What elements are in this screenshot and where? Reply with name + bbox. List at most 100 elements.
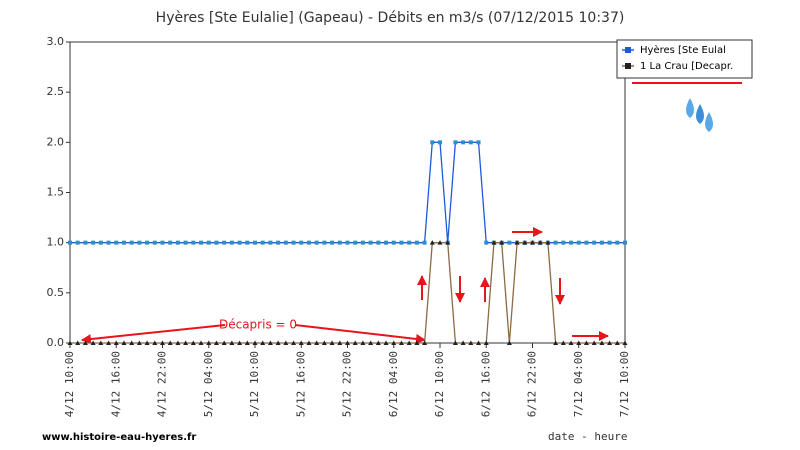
point — [399, 240, 404, 245]
point — [244, 340, 250, 345]
legend-label: 1 La Crau [Decapr. — [640, 61, 733, 72]
point — [98, 240, 103, 245]
point — [506, 340, 512, 345]
x-tick-label: 6/12 16:00 — [479, 351, 492, 417]
point — [360, 240, 365, 245]
point — [491, 240, 497, 245]
point — [437, 240, 443, 245]
point — [507, 240, 512, 245]
point — [599, 240, 604, 245]
point — [483, 340, 489, 345]
point — [183, 240, 188, 245]
point — [330, 240, 335, 245]
point — [615, 240, 620, 245]
point — [129, 340, 135, 345]
y-tick-label: 3.0 — [47, 35, 65, 48]
point — [175, 340, 181, 345]
point — [461, 140, 466, 145]
point — [468, 140, 473, 145]
point — [453, 140, 458, 145]
point — [213, 340, 219, 345]
point — [353, 240, 358, 245]
point — [137, 240, 142, 245]
point — [253, 240, 257, 245]
point — [522, 240, 528, 245]
logo — [686, 98, 713, 132]
point — [406, 340, 412, 345]
point — [561, 240, 566, 245]
point — [267, 340, 273, 345]
point — [537, 240, 543, 245]
point — [360, 340, 366, 345]
point — [391, 340, 397, 345]
point — [530, 240, 535, 245]
point — [583, 340, 589, 345]
point — [306, 340, 312, 345]
point — [568, 340, 574, 345]
point — [90, 340, 96, 345]
point — [322, 240, 327, 245]
point — [352, 340, 358, 345]
point — [206, 340, 212, 345]
point — [183, 340, 189, 345]
point — [167, 340, 173, 345]
point — [445, 240, 451, 245]
point — [152, 340, 158, 345]
point — [569, 240, 574, 245]
legend-marker — [625, 63, 631, 69]
x-tick-label: 6/12 04:00 — [387, 351, 400, 417]
point — [276, 240, 281, 245]
point — [191, 240, 196, 245]
x-tick-label: 5/12 22:00 — [341, 351, 354, 417]
point — [499, 240, 505, 245]
point — [460, 340, 466, 345]
x-tick-label: 5/12 16:00 — [294, 351, 307, 417]
point — [337, 240, 342, 245]
point — [222, 240, 227, 245]
point — [260, 340, 266, 345]
point — [422, 240, 427, 245]
point — [576, 340, 582, 345]
point — [368, 240, 373, 245]
point — [291, 240, 296, 245]
point — [98, 340, 104, 345]
y-tick-label: 0.5 — [47, 286, 65, 299]
y-tick-label: 2.0 — [47, 135, 65, 148]
point — [299, 240, 304, 245]
point — [623, 240, 627, 245]
point — [237, 240, 242, 245]
point — [337, 340, 343, 345]
series-line — [70, 141, 625, 244]
point — [144, 340, 150, 345]
x-tick-label: 4/12 16:00 — [109, 351, 122, 417]
point — [376, 240, 381, 245]
y-tick-label: 2.5 — [47, 85, 65, 98]
point — [198, 340, 204, 345]
x-tick-label: 4/12 22:00 — [156, 351, 169, 417]
point — [114, 240, 119, 245]
point — [229, 340, 235, 345]
point — [283, 240, 288, 245]
x-tick-label: 6/12 22:00 — [526, 351, 539, 417]
point — [121, 240, 126, 245]
point — [553, 240, 558, 245]
point — [214, 240, 219, 245]
point — [560, 340, 566, 345]
point — [383, 340, 389, 345]
point — [136, 340, 142, 345]
point — [75, 240, 80, 245]
point — [368, 340, 374, 345]
point — [206, 240, 211, 245]
point — [199, 240, 204, 245]
point — [221, 340, 227, 345]
legend-box — [616, 39, 753, 79]
series-line — [70, 242, 625, 344]
point — [553, 340, 559, 345]
point — [384, 240, 389, 245]
chart-title: Hyères [Ste Eulalie] (Gapeau) - Débits e… — [156, 10, 625, 26]
point — [67, 340, 73, 345]
point — [452, 340, 458, 345]
point — [592, 240, 597, 245]
point — [113, 340, 119, 345]
